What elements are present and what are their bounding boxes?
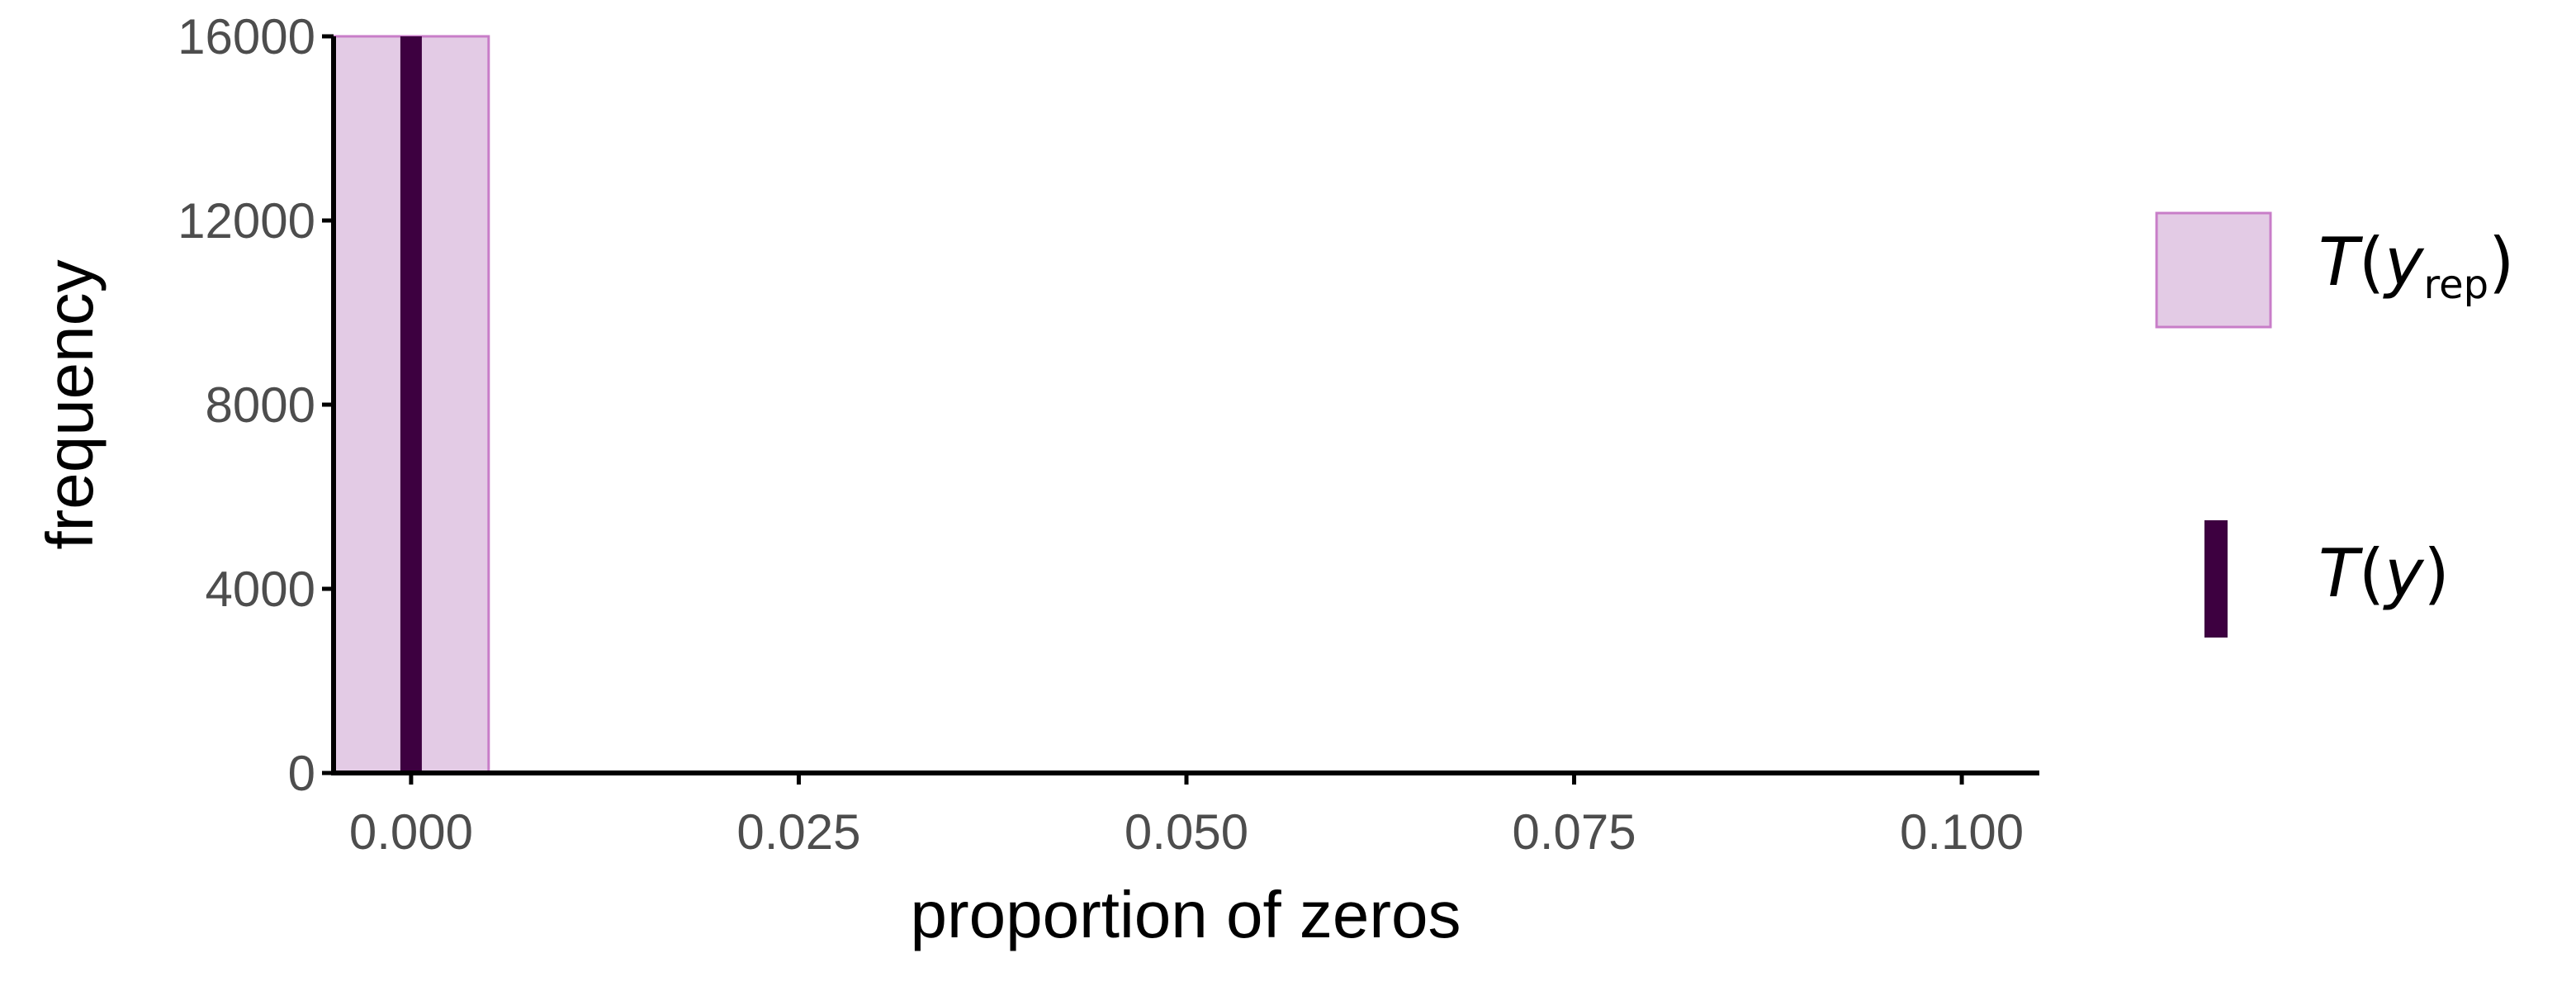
- legend-yrep-key: [2155, 211, 2272, 329]
- y-tick-label: 4000: [206, 562, 315, 617]
- y-tick-label: 0: [288, 746, 315, 801]
- x-tick-label: 0.050: [1125, 804, 1248, 860]
- y-tick-label: 8000: [206, 377, 315, 433]
- x-tick-label: 0.000: [349, 804, 473, 860]
- x-tick-label: 0.100: [1900, 804, 2024, 860]
- y-tick-label: 12000: [178, 193, 315, 249]
- legend-yrep-label: T(yrep): [2318, 224, 2514, 308]
- observed-stat-line-group: [400, 36, 422, 773]
- observed-stat-line: [400, 36, 422, 773]
- x-tick-label: 0.075: [1512, 804, 1636, 860]
- legend-y-key: [2204, 520, 2228, 638]
- y-ticks: 0 4000 8000 12000 16000: [178, 9, 334, 801]
- y-axis-title: frequency: [33, 259, 107, 549]
- axes: [331, 36, 2039, 775]
- x-axis-title: proportion of zeros: [910, 878, 1461, 951]
- legend-y-label: T(y): [2318, 535, 2450, 612]
- x-ticks: 0.000 0.025 0.050 0.075 0.100: [349, 773, 2024, 860]
- legend: T(yrep) T(y): [2155, 211, 2514, 638]
- y-tick-label: 16000: [178, 9, 315, 64]
- x-tick-label: 0.025: [736, 804, 860, 860]
